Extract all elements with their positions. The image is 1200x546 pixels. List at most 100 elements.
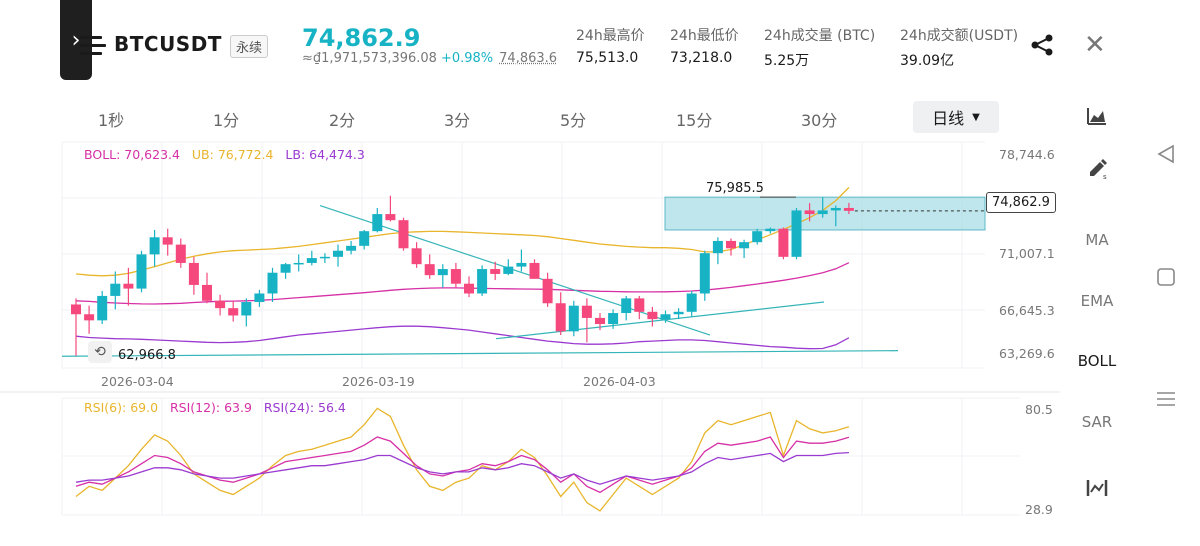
close-icon[interactable]: ✕: [1084, 30, 1106, 60]
candle-body: [123, 283, 134, 289]
candle-body: [71, 304, 81, 315]
symbol-name[interactable]: BTCUSDT: [114, 32, 222, 56]
candle-body: [830, 207, 841, 211]
boll-mid-legend: BOLL: 70,623.4: [84, 147, 180, 162]
candle-body: [202, 284, 212, 301]
reset-view-icon[interactable]: ⟲: [88, 341, 112, 363]
candle-body: [568, 305, 579, 332]
indicator-ma[interactable]: MA: [1085, 231, 1109, 249]
stat-volume-value: 5.25万: [764, 53, 810, 69]
candle-body: [595, 317, 605, 325]
candle-body: [464, 283, 474, 294]
last-price: 74,862.9: [302, 24, 421, 52]
stat-high-value: 75,513.0: [576, 50, 639, 66]
fit-range-icon[interactable]: [1086, 478, 1108, 498]
nav-home-icon[interactable]: [1155, 266, 1177, 288]
candle-body: [333, 250, 343, 257]
price-subline: ≈₫1,971,573,396.08 +0.98% 74,863.6: [302, 51, 557, 66]
trendline: [319, 204, 711, 336]
y-tick-label: 66,645.3: [999, 303, 1055, 318]
candle-body: [437, 269, 448, 276]
y-tick-label: 71,007.1: [999, 246, 1055, 261]
indicator-boll[interactable]: BOLL: [1077, 352, 1117, 370]
candle-body: [359, 231, 370, 246]
candle-body: [110, 283, 121, 296]
stat-low-label: 24h最低价: [670, 28, 739, 44]
tab-timeframe-1m[interactable]: 1分: [213, 111, 240, 130]
chart-type-icon[interactable]: [1086, 106, 1108, 126]
candle-body: [555, 303, 566, 332]
candle-body: [581, 305, 592, 318]
indicator-ema[interactable]: EMA: [1080, 292, 1114, 310]
draw-pen-icon[interactable]: s: [1086, 156, 1110, 180]
candle-body: [529, 262, 540, 279]
candle-body: [621, 298, 632, 314]
candle-body: [411, 248, 422, 265]
candle-body: [136, 254, 147, 289]
candle-body: [765, 228, 776, 232]
perpetual-badge: 永续: [230, 35, 269, 58]
candle-body: [503, 266, 514, 274]
x-tick-label: 2026-03-04: [101, 374, 174, 389]
back-tab[interactable]: ›: [60, 0, 92, 80]
svg-text:s: s: [1103, 173, 1107, 180]
candle-body: [673, 311, 684, 315]
stat-high-label: 24h最高价: [576, 28, 645, 44]
candlestick-chart[interactable]: [0, 0, 1060, 546]
rsi-y-tick: 28.9: [1025, 502, 1053, 517]
stat-turnover-value: 39.09亿: [900, 53, 955, 69]
candle-body: [778, 228, 789, 257]
tab-timeframe-5m[interactable]: 5分: [560, 111, 587, 130]
candle-body: [254, 293, 265, 303]
menu-icon[interactable]: [80, 36, 106, 56]
nav-recents-icon[interactable]: [1155, 388, 1177, 410]
min-price-label: 62,966.8: [118, 348, 176, 363]
tab-timeframe-1s[interactable]: 1秒: [98, 111, 125, 130]
boll-lower-line: [75, 325, 850, 350]
candle-body: [319, 256, 330, 259]
stat-low-value: 73,218.0: [670, 50, 733, 66]
x-tick-label: 2026-03-19: [342, 374, 415, 389]
stat-volume-label: 24h成交量 (BTC): [764, 28, 876, 44]
candle-body: [752, 231, 763, 243]
x-tick-label: 2026-04-03: [583, 374, 656, 389]
candle-body: [175, 244, 186, 263]
candle-body: [293, 262, 304, 265]
tab-timeframe-15m[interactable]: 15分: [676, 111, 713, 130]
nav-back-icon[interactable]: [1155, 143, 1177, 165]
candle-body: [97, 295, 108, 321]
candle-body: [267, 272, 278, 294]
candle-body: [791, 210, 802, 257]
candle-body: [215, 300, 226, 309]
candle-body: [398, 220, 409, 249]
rsi-y-tick: 80.5: [1025, 402, 1053, 417]
trendline: [61, 350, 899, 357]
candle-body: [843, 207, 854, 211]
boll-legend: BOLL: 70,623.4 UB: 76,772.4 LB: 64,474.3: [84, 147, 365, 162]
candle-body: [450, 269, 461, 284]
candle-body: [162, 237, 173, 245]
rsi-legend: RSI(6): 69.0 RSI(12): 63.9 RSI(24): 56.4: [84, 400, 346, 415]
tab-timeframe-2m[interactable]: 2分: [329, 111, 356, 130]
candle-body: [712, 240, 723, 254]
change-percent: +0.98%: [440, 51, 494, 66]
timeframe-dropdown[interactable]: 日线 ▼: [913, 101, 999, 133]
candle-body: [817, 210, 828, 215]
y-tick-label: 63,269.6: [999, 346, 1055, 361]
rsi-line-2: [75, 451, 849, 485]
tab-timeframe-3m[interactable]: 3分: [444, 111, 471, 130]
indicator-sar[interactable]: SAR: [1081, 413, 1113, 431]
max-price-label: 75,985.5: [706, 181, 764, 196]
share-icon[interactable]: [1030, 34, 1054, 56]
active-timeframe: 日线: [932, 109, 965, 128]
mark-price[interactable]: 74,863.6: [499, 51, 558, 66]
candle-body: [542, 278, 553, 304]
candle-body: [686, 293, 697, 312]
tab-timeframe-30m[interactable]: 30分: [801, 111, 838, 130]
candle-body: [385, 214, 396, 221]
caret-down-icon: ▼: [972, 111, 980, 123]
candle-body: [228, 308, 239, 316]
candle-body: [477, 269, 488, 294]
stat-turnover-label: 24h成交额(USDT): [900, 28, 1019, 44]
candle-body: [241, 302, 252, 316]
